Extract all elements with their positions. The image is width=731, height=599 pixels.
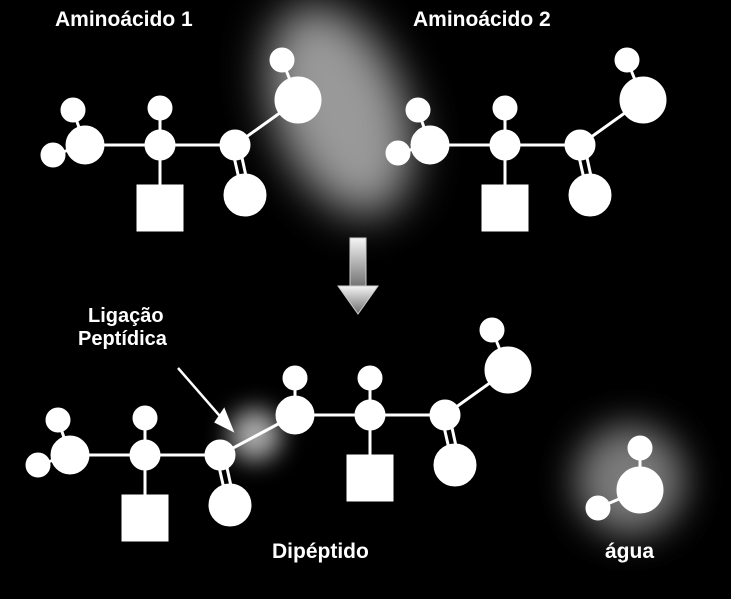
- amino-2-label: Aminoácido 2: [413, 8, 551, 32]
- water-label: água: [605, 540, 654, 564]
- peptide-bond-label-2: Peptídica: [78, 328, 167, 351]
- amino-1-label: Aminoácido 1: [55, 8, 193, 32]
- peptide-bond-pointer-icon: [178, 368, 232, 430]
- dipeptide-label: Dipéptido: [272, 540, 369, 564]
- amino-acid-2: [387, 49, 665, 230]
- diagram-svg: [0, 0, 731, 599]
- peptide-bond-label-1: Ligação: [88, 305, 164, 328]
- reaction-arrow-icon: [338, 238, 378, 314]
